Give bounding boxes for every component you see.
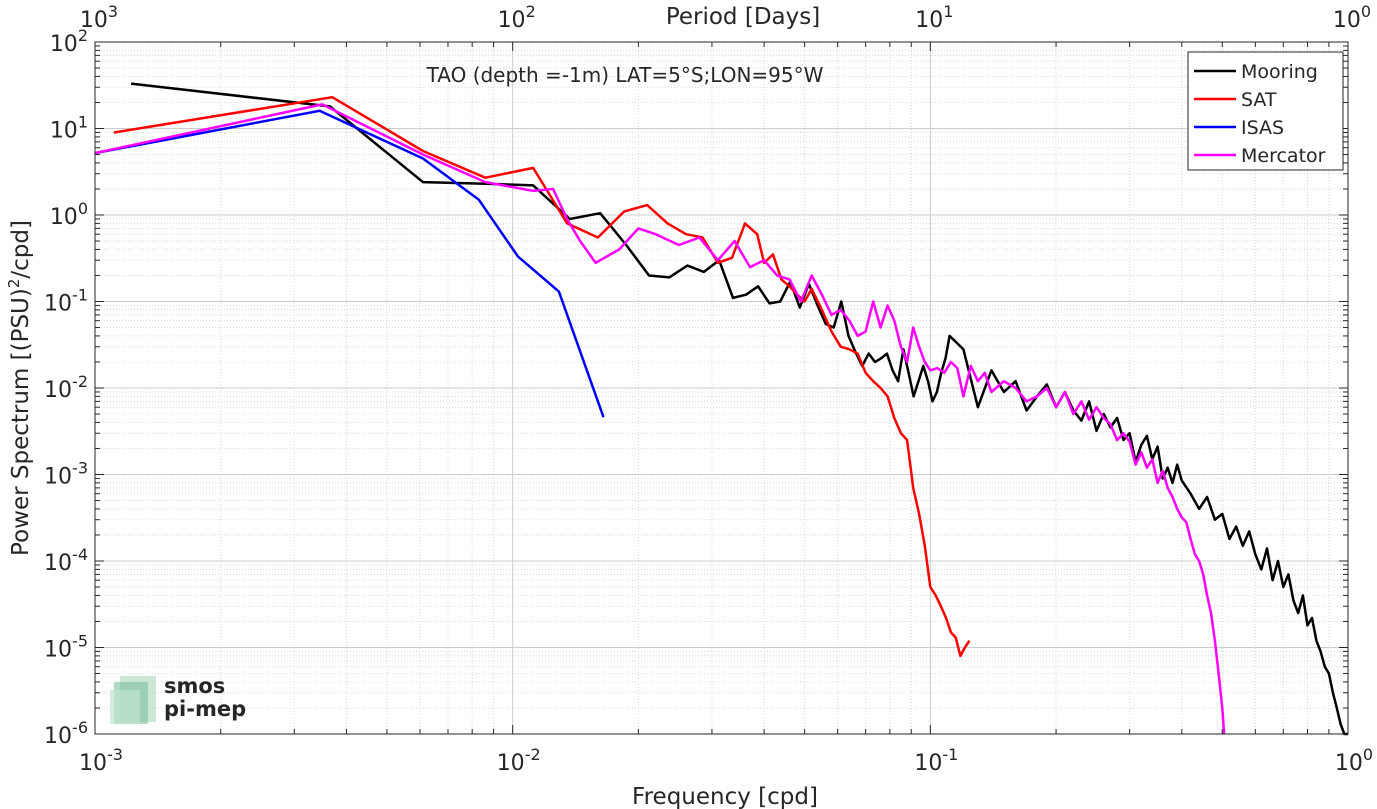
x-tick-label: 10-3 xyxy=(79,745,123,776)
top-tick-label: 100 xyxy=(1333,2,1371,33)
x-tick-labels: 10-3 10-2 10-1 100 xyxy=(79,745,1373,776)
y-tick-label: 102 xyxy=(50,26,88,57)
y-tick-label: 101 xyxy=(50,113,88,144)
smos-pi-mep-logo: smos pi-mep xyxy=(110,674,246,724)
legend-label-isas: ISAS xyxy=(1241,117,1284,139)
series-line-mooring xyxy=(130,82,1348,736)
top-axis-label: Period [Days] xyxy=(666,4,820,30)
y-tick-label: 10-3 xyxy=(44,459,88,490)
top-tick-label: 102 xyxy=(498,2,536,33)
axis-ticks xyxy=(94,41,1349,735)
legend-label-sat: SAT xyxy=(1241,89,1277,111)
logo-mark-front xyxy=(110,690,140,724)
logo-text-smos: smos xyxy=(164,674,225,698)
x-tick-label: 10-2 xyxy=(497,745,541,776)
y-axis-label-tail: /cpd] xyxy=(8,220,34,279)
x-axis-label: Frequency [cpd] xyxy=(632,784,818,809)
legend: Mooring SAT ISAS Mercator xyxy=(1187,51,1344,171)
top-tick-label: 103 xyxy=(80,2,118,33)
series-line-sat xyxy=(113,95,971,658)
y-axis-label: Power Spectrum [(PSU)2/cpd] xyxy=(5,220,34,556)
series-line-isas xyxy=(94,109,605,418)
logo-text-pi-mep: pi-mep xyxy=(164,697,246,721)
x-tick-label: 10-1 xyxy=(914,745,958,776)
y-tick-label: 10-4 xyxy=(44,545,88,576)
data-series xyxy=(94,82,1348,736)
y-tick-label: 10-5 xyxy=(44,632,88,663)
top-tick-labels: 103 102 101 100 xyxy=(80,2,1371,33)
series-line-mercator xyxy=(94,103,1226,735)
y-tick-label: 10-6 xyxy=(44,718,88,749)
y-axis-label-sup: 2 xyxy=(5,279,23,289)
legend-label-mercator: Mercator xyxy=(1241,145,1326,167)
y-axis-label-main: Power Spectrum [(PSU) xyxy=(8,288,34,556)
y-tick-label: 10-2 xyxy=(44,372,88,403)
chart-title: TAO (depth =-1m) LAT=5°S;LON=95°W xyxy=(426,63,824,87)
y-tick-labels: 10-6 10-5 10-4 10-3 10-2 10-1 100 101 102 xyxy=(44,26,88,749)
x-tick-label: 100 xyxy=(1335,745,1373,776)
y-tick-label: 100 xyxy=(50,199,88,230)
legend-label-mooring: Mooring xyxy=(1241,61,1318,83)
top-tick-label: 101 xyxy=(915,2,953,33)
y-tick-label: 10-1 xyxy=(44,286,88,317)
